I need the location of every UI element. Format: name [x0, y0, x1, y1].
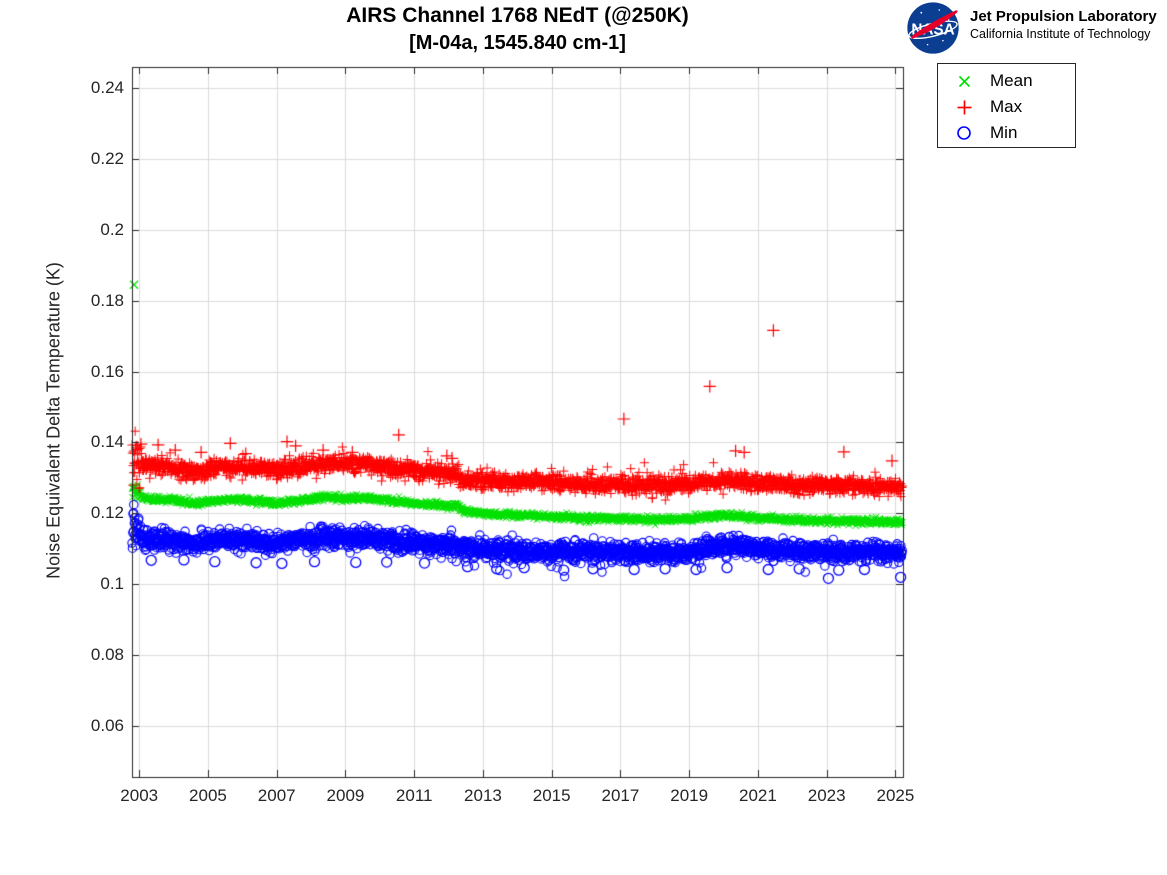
y-tick-label-0.06: 0.06	[90, 715, 124, 735]
y-tick-label-0.22: 0.22	[90, 149, 124, 169]
chart-title-line1: AIRS Channel 1768 NEdT (@250K)	[346, 4, 689, 27]
legend-item-mean: Mean	[938, 68, 1075, 94]
x-tick-label-2013: 2013	[464, 786, 502, 805]
x-tick-label-2003: 2003	[120, 786, 159, 805]
x-tick-label-2025: 2025	[876, 786, 915, 805]
y-tick-label-0.08: 0.08	[90, 644, 124, 664]
x-tick-label-2023: 2023	[807, 786, 846, 805]
y-tick-label-0.18: 0.18	[90, 290, 124, 310]
jpl-name: Jet Propulsion Laboratory	[970, 8, 1157, 25]
legend-label-mean: Mean	[990, 71, 1033, 90]
legend: Mean Max Min	[937, 63, 1076, 148]
x-tick-label-2017: 2017	[601, 786, 640, 805]
legend-item-max: Max	[938, 94, 1075, 120]
legend-label-min: Min	[990, 123, 1018, 142]
x-tick-label-2007: 2007	[257, 786, 296, 805]
jpl-logo-block: NASA Jet Propulsion Laboratory Californi…	[906, 1, 1166, 54]
x-tick-label-2021: 2021	[739, 786, 777, 805]
y-tick-label-0.2: 0.2	[100, 219, 124, 239]
nasa-logo-icon: NASA	[907, 2, 959, 54]
x-tick-label-2019: 2019	[670, 786, 709, 805]
x-tick-label-2011: 2011	[395, 786, 433, 805]
max-plus-marker-icon	[938, 99, 990, 116]
x-tick-label-2009: 2009	[326, 786, 365, 805]
mean-x-marker-icon	[938, 74, 990, 89]
y-tick-label-0.16: 0.16	[90, 361, 124, 381]
min-circle-marker-icon	[938, 125, 990, 141]
y-tick-label-0.14: 0.14	[90, 432, 124, 452]
x-tick-label-2005: 2005	[189, 786, 227, 805]
legend-label-max: Max	[990, 97, 1023, 116]
chart-title: AIRS Channel 1768 NEdT (@250K) [M-04a, 1…	[132, 2, 903, 57]
y-tick-label-0.12: 0.12	[90, 503, 124, 523]
x-tick-label-2015: 2015	[532, 786, 571, 805]
jpl-institution: California Institute of Technology	[970, 27, 1151, 41]
y-tick-label-0.24: 0.24	[90, 78, 124, 98]
legend-item-min: Min	[938, 120, 1075, 146]
chart-title-line2: [M-04a, 1545.840 cm-1]	[409, 32, 626, 54]
y-tick-label-0.1: 0.1	[100, 574, 124, 593]
